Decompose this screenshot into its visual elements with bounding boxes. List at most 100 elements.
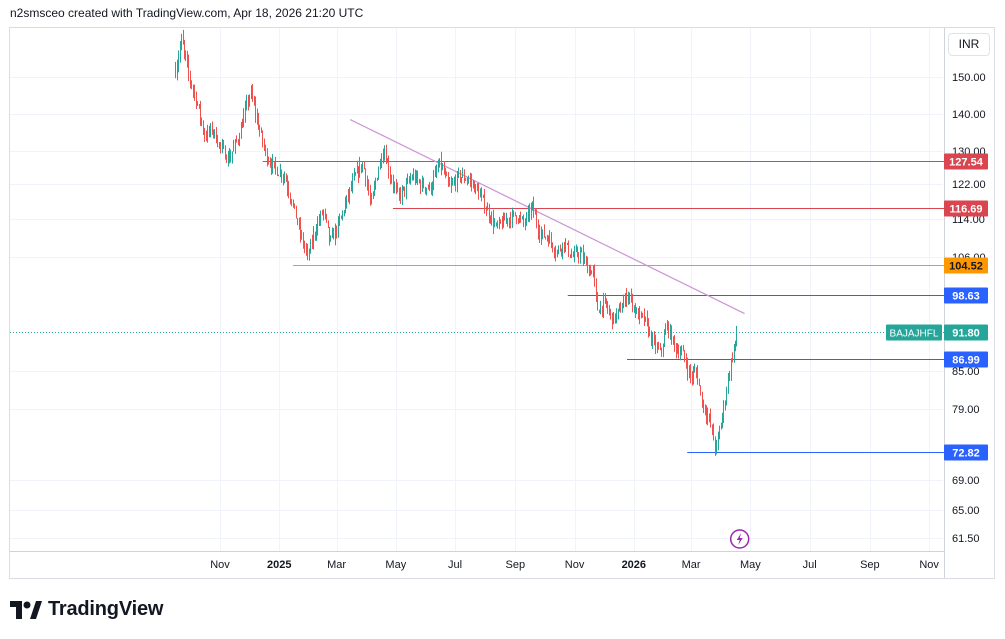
- last-price-badge: [944, 324, 988, 341]
- candle-body: [223, 145, 224, 148]
- x-tick-label: May: [385, 559, 406, 571]
- level-badge-label: 116.69: [949, 204, 982, 216]
- candle-body: [607, 305, 608, 310]
- candle-body: [286, 176, 287, 182]
- candle-body: [518, 220, 519, 222]
- candle-body: [238, 140, 239, 142]
- candle-body: [336, 228, 337, 233]
- candle-body: [419, 180, 420, 182]
- candle-body: [692, 376, 693, 378]
- candle-body: [291, 199, 292, 204]
- candle-body: [716, 442, 717, 451]
- candle-body: [719, 429, 720, 436]
- candle-body: [491, 216, 492, 221]
- candle-body: [697, 370, 698, 383]
- candle-body: [246, 100, 247, 108]
- candle-body: [296, 205, 297, 219]
- candle-body: [735, 340, 736, 349]
- candle-body: [264, 142, 265, 148]
- candle-body: [359, 164, 360, 176]
- candle-body: [478, 188, 479, 198]
- candle-body: [510, 218, 511, 223]
- candle-body: [632, 295, 633, 309]
- candle-body: [180, 46, 181, 58]
- candle-body: [694, 370, 695, 372]
- level-badge: [944, 257, 988, 274]
- candle-body: [583, 251, 584, 261]
- x-tick-label: May: [740, 559, 761, 571]
- candle-body: [313, 233, 314, 244]
- y-tick-label: 79.00: [952, 404, 980, 416]
- currency-selector[interactable]: INR: [948, 33, 990, 56]
- candle-body: [603, 299, 604, 312]
- candle-body: [387, 161, 388, 163]
- candle-body: [486, 210, 487, 212]
- candle-body: [684, 350, 685, 359]
- symbol-badge: [886, 324, 942, 341]
- candle-body: [252, 89, 253, 100]
- candle-body: [677, 350, 678, 353]
- candle-body: [728, 377, 729, 392]
- candle-body: [564, 242, 565, 248]
- candle-body: [436, 170, 437, 172]
- candle-body: [371, 198, 372, 200]
- candle-body: [265, 147, 266, 151]
- candle-body: [562, 242, 563, 252]
- candle-body: [664, 334, 665, 347]
- candle-body: [644, 314, 645, 322]
- candle-body: [368, 184, 369, 193]
- level-badge: [944, 153, 988, 170]
- candle-body: [319, 220, 320, 222]
- candle-body: [210, 125, 211, 133]
- x-tick-label: Mar: [327, 559, 346, 571]
- candle-body: [570, 254, 571, 257]
- candle-body: [623, 301, 624, 309]
- candle-body: [638, 310, 639, 320]
- candle-body: [326, 214, 327, 221]
- level-badge-label: 127.54: [949, 157, 984, 169]
- candle-body: [502, 222, 503, 227]
- candle-body: [222, 145, 223, 147]
- candle-body: [284, 176, 285, 178]
- candle-body: [422, 180, 423, 189]
- candle-body: [274, 161, 275, 163]
- candle-body: [242, 125, 243, 128]
- candle-body: [625, 294, 626, 302]
- level-badge: [944, 444, 988, 461]
- y-tick-label: 122.00: [952, 179, 986, 191]
- candle-body: [439, 158, 440, 167]
- candle-body: [721, 425, 722, 430]
- candle-body: [341, 216, 342, 219]
- candle-body: [394, 185, 395, 187]
- level-badge: [944, 287, 988, 304]
- candle-body: [228, 154, 229, 162]
- tradingview-logo[interactable]: TradingView: [10, 598, 163, 621]
- candle-body: [335, 228, 336, 240]
- x-tick-label: Sep: [860, 559, 880, 571]
- chart-frame[interactable]: [9, 27, 995, 579]
- candle-body: [225, 147, 226, 160]
- candle-body: [473, 183, 474, 185]
- level-badge: [944, 351, 988, 368]
- candle-body: [651, 331, 652, 343]
- candle-body: [703, 404, 704, 407]
- candle-body: [397, 187, 398, 191]
- candle-body: [201, 118, 202, 123]
- candle-body: [217, 142, 218, 146]
- candle-body: [361, 164, 362, 170]
- candle-body: [433, 176, 434, 187]
- candle-body: [386, 151, 387, 163]
- candle-body: [731, 358, 732, 375]
- candle-body: [526, 214, 527, 224]
- level-badge-label: 104.52: [949, 261, 983, 273]
- candle-body: [635, 306, 636, 314]
- candle-body: [461, 177, 462, 180]
- candle-body: [726, 391, 727, 403]
- candle-body: [417, 174, 418, 181]
- candle-body: [445, 173, 446, 175]
- x-tick-label: Nov: [210, 559, 230, 571]
- candle-body: [504, 216, 505, 221]
- candle-body: [649, 331, 650, 335]
- candle-body: [235, 140, 236, 147]
